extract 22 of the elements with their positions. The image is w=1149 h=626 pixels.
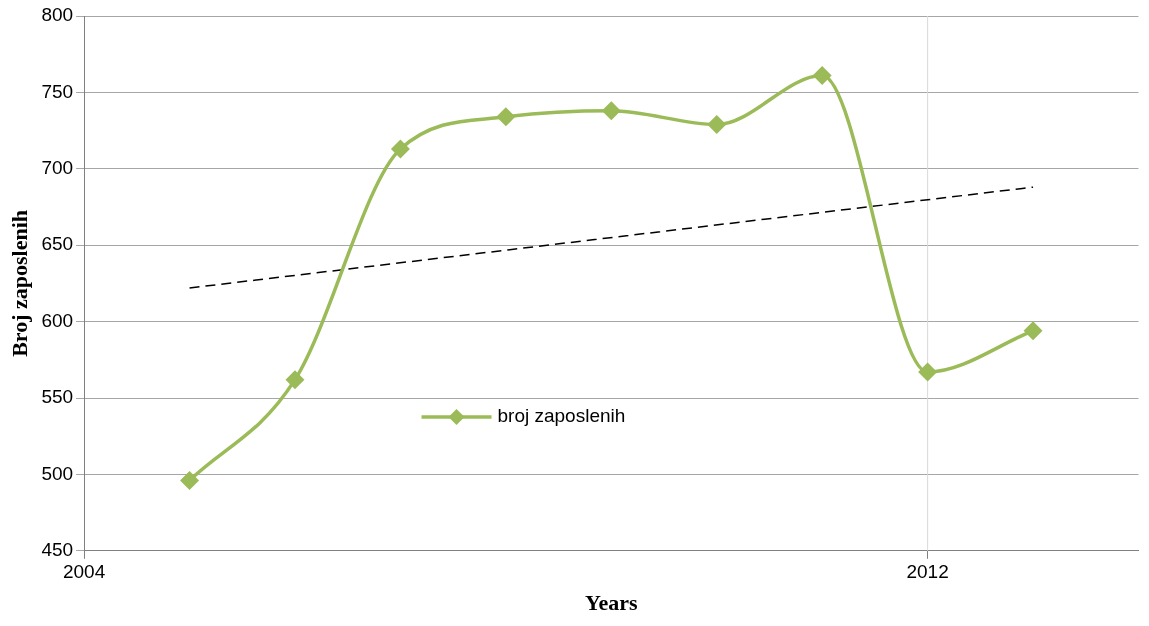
x-axis-title: Years bbox=[585, 590, 639, 616]
y-tick-label: 600 bbox=[41, 309, 74, 331]
point bbox=[286, 370, 304, 389]
point bbox=[497, 108, 515, 126]
point bbox=[180, 471, 199, 490]
y-axis-title: Broj zaposlenih bbox=[6, 209, 32, 357]
y-tick-label: 450 bbox=[41, 539, 74, 561]
x-tick-label: 2012 bbox=[906, 561, 949, 583]
y-tick-label: 750 bbox=[41, 80, 74, 102]
y-tick-label: 550 bbox=[41, 386, 74, 408]
y-tick-label: 500 bbox=[41, 462, 74, 484]
point bbox=[1024, 322, 1042, 340]
point bbox=[707, 115, 726, 134]
point bbox=[602, 101, 621, 120]
y-tick-label: 650 bbox=[41, 233, 74, 255]
point bbox=[391, 140, 410, 158]
point bbox=[918, 363, 937, 381]
y-tick-label: 700 bbox=[41, 157, 74, 179]
legend-label: broj zaposlenih bbox=[497, 405, 626, 427]
point bbox=[813, 66, 831, 85]
x-tick-label: 2004 bbox=[62, 561, 106, 583]
y-tick-label: 800 bbox=[41, 4, 74, 26]
